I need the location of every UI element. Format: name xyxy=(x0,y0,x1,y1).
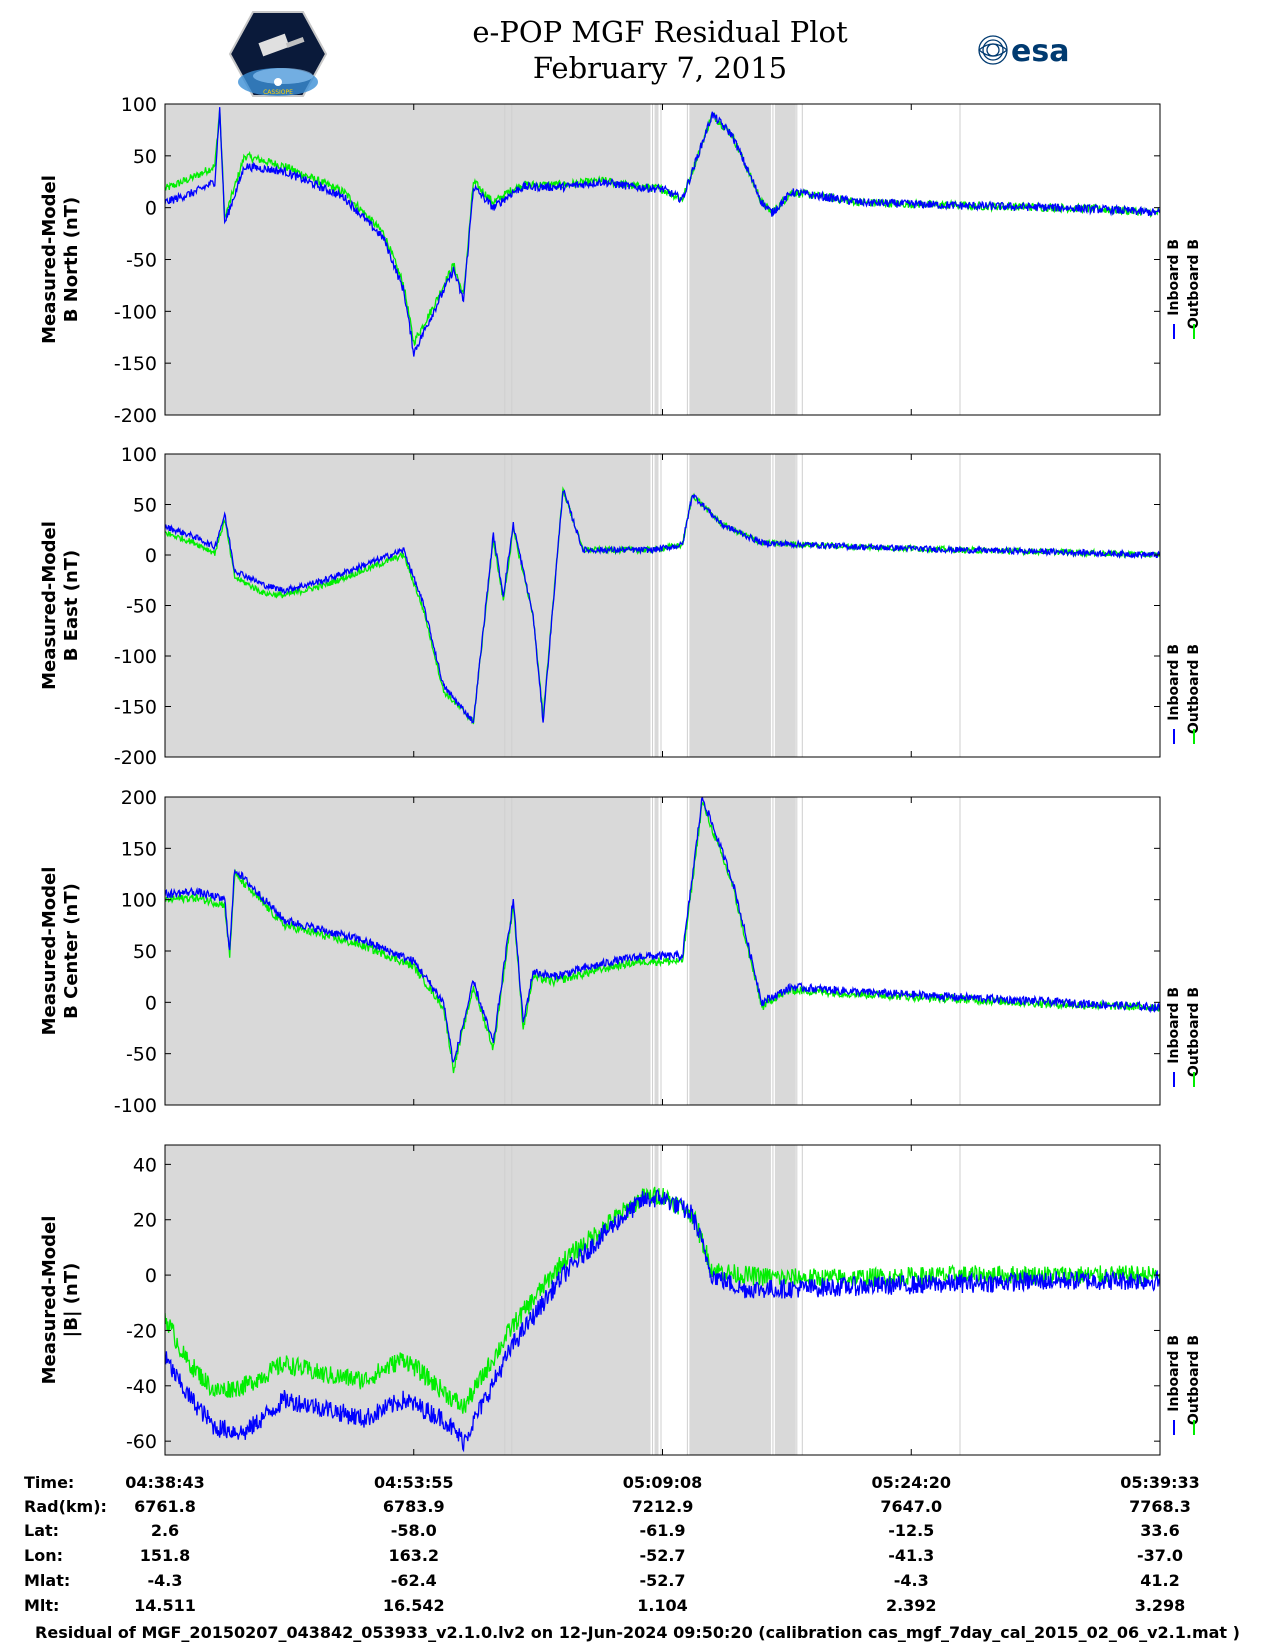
y-axis-label-line-1: Measured-Model xyxy=(39,521,60,690)
y-tick-label: -200 xyxy=(114,405,157,427)
shade-region xyxy=(774,104,796,415)
shade-region xyxy=(654,797,659,1105)
legend-inboard-label: Inboard B xyxy=(1166,1335,1182,1412)
esa-logo-text: esa xyxy=(1011,34,1069,69)
legend-outboard-label: Outboard B xyxy=(1186,987,1202,1077)
legend-inboard-label: Inboard B xyxy=(1166,644,1182,721)
series-line-outboard xyxy=(165,109,1160,347)
legend-outboard-label: Outboard B xyxy=(1186,1335,1202,1425)
y-axis-label-line-1: Measured-Model xyxy=(39,175,60,344)
footer-caption: Residual of MGF_20150207_043842_053933_v… xyxy=(35,1623,1240,1642)
legend-inboard-label: Inboard B xyxy=(1166,239,1182,316)
y-tick-label: -200 xyxy=(114,747,157,769)
y-tick-label: -100 xyxy=(114,646,157,668)
title-line-1: e-POP MGF Residual Plot xyxy=(472,15,848,49)
series-line-inboard xyxy=(165,107,1160,357)
shade-region xyxy=(689,104,771,415)
shade-region xyxy=(165,104,651,415)
shade-region xyxy=(654,1145,659,1455)
y-axis-label-line-2: B East (nT) xyxy=(61,550,82,662)
y-tick-label: -40 xyxy=(126,1376,157,1398)
y-axis-label-line-2: B North (nT) xyxy=(61,197,82,323)
series-line-inboard xyxy=(165,1189,1160,1453)
legend-outboard-label: Outboard B xyxy=(1186,239,1202,329)
y-tick-label: -50 xyxy=(126,250,157,272)
series-line-inboard xyxy=(165,797,1160,1063)
legend-outboard-label: Outboard B xyxy=(1186,644,1202,734)
cassiope-logo: CASSIOPE xyxy=(228,11,328,97)
y-tick-label: 100 xyxy=(121,890,157,912)
y-tick-label: 0 xyxy=(145,198,157,220)
y-axis-label: Measured-Model|B| (nT) xyxy=(39,1216,82,1385)
y-tick-label: 0 xyxy=(145,1265,157,1287)
shade-region xyxy=(165,454,651,757)
series-line-inboard xyxy=(165,489,1160,724)
legend-inboard-label: Inboard B xyxy=(1166,987,1182,1064)
shade-region xyxy=(165,797,651,1105)
y-tick-label: -50 xyxy=(126,1044,157,1066)
y-tick-label: 20 xyxy=(133,1210,157,1232)
y-tick-label: -150 xyxy=(114,697,157,719)
y-tick-label: -100 xyxy=(114,301,157,323)
y-tick-label: 50 xyxy=(133,941,157,963)
chart-title: e-POP MGF Residual Plot February 7, 2015 xyxy=(380,14,940,86)
shade-region xyxy=(774,797,796,1105)
shade-region xyxy=(774,454,796,757)
y-tick-label: 50 xyxy=(133,146,157,168)
y-axis-label-line-2: B Center (nT) xyxy=(61,883,82,1019)
panel-2: 100 50 0 -50 -100 -150 -200 Measured-ModelB Eas… xyxy=(39,444,1202,769)
series-line-outboard xyxy=(165,1186,1160,1414)
y-tick-label: 150 xyxy=(121,838,157,860)
esa-logo: esa xyxy=(978,34,1069,69)
y-tick-label: 100 xyxy=(121,94,157,116)
y-axis-label-line-1: Measured-Model xyxy=(39,867,60,1036)
y-tick-label: 100 xyxy=(121,444,157,466)
y-axis-label-line-1: Measured-Model xyxy=(39,1216,60,1385)
y-tick-label: -20 xyxy=(126,1320,157,1342)
panel-4: 40 20 0 -20 -40 -60 Measured-Model|B| (nT) Inbo… xyxy=(39,1144,1202,1456)
y-tick-label: -60 xyxy=(126,1431,157,1453)
y-tick-label: -100 xyxy=(114,1095,157,1117)
shade-region xyxy=(689,1145,771,1455)
panel-3: 200 150 100 50 0 -50 -100 Measured-ModelB Cente… xyxy=(39,787,1202,1117)
shade-region xyxy=(165,1145,651,1455)
shade-region xyxy=(654,454,659,757)
shade-region xyxy=(689,797,771,1105)
title-line-2: February 7, 2015 xyxy=(532,51,788,85)
y-tick-label: 200 xyxy=(121,787,157,809)
y-tick-label: 40 xyxy=(133,1154,157,1176)
y-axis-label: Measured-ModelB East (nT) xyxy=(39,521,82,690)
y-axis-label: Measured-ModelB North (nT) xyxy=(39,175,82,344)
y-tick-label: -50 xyxy=(126,596,157,618)
cassiope-logo-text: CASSIOPE xyxy=(263,89,293,96)
esa-globe-icon xyxy=(978,35,1008,65)
y-tick-label: 50 xyxy=(133,495,157,517)
y-tick-label: 0 xyxy=(145,992,157,1014)
shade-region xyxy=(689,454,771,757)
y-axis-label-line-2: |B| (nT) xyxy=(61,1263,82,1338)
shade-region xyxy=(654,104,659,415)
y-tick-label: 0 xyxy=(145,545,157,567)
y-tick-label: -150 xyxy=(114,353,157,375)
panel-1: 100 50 0 -50 -100 -150 -200 Measured-ModelB Nor… xyxy=(39,94,1202,427)
y-axis-label: Measured-ModelB Center (nT) xyxy=(39,867,82,1036)
shade-region xyxy=(774,1145,796,1455)
